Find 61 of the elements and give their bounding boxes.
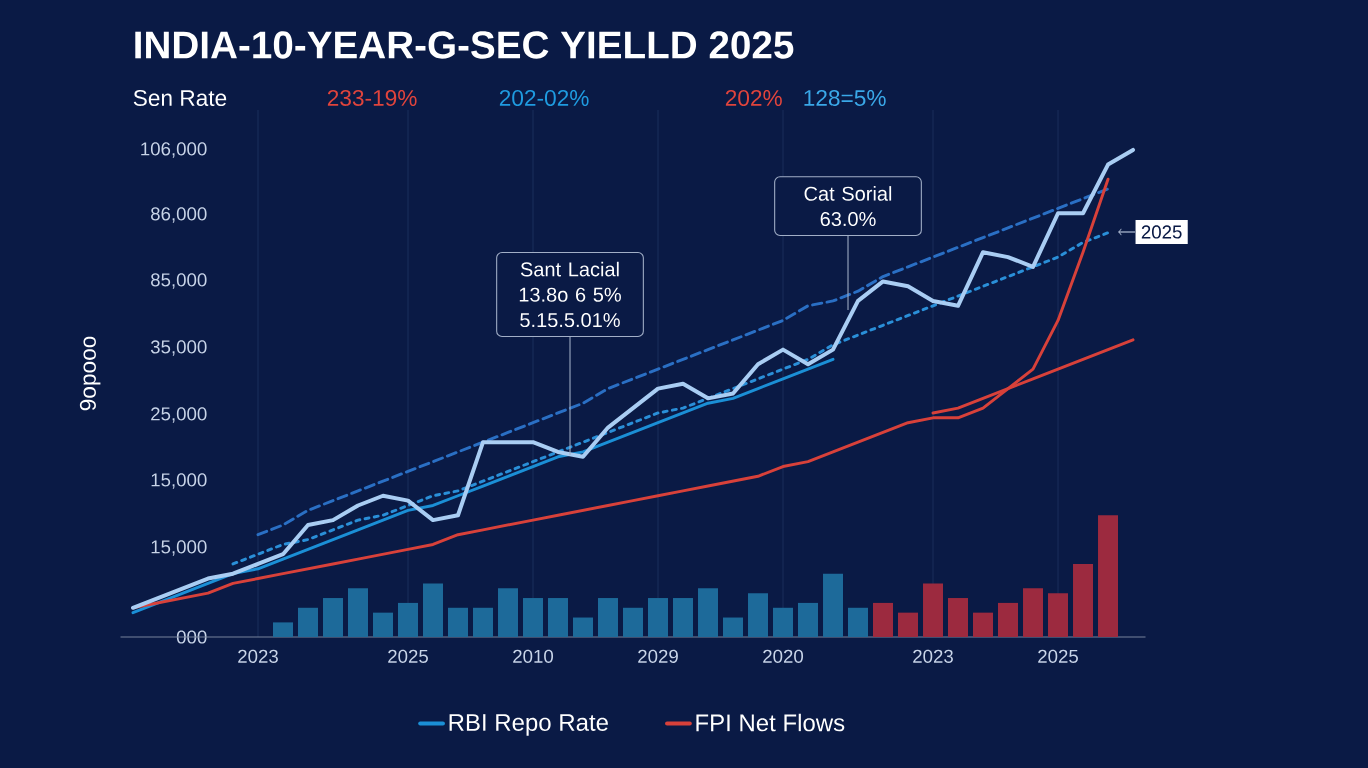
x-tick-label: 2020 — [763, 649, 804, 663]
text: 233-19% — [327, 89, 417, 107]
bar — [648, 598, 668, 637]
bar — [923, 583, 944, 637]
text: 202% — [725, 89, 782, 107]
annotation: 2025 — [1141, 225, 1182, 239]
x-tick-label: 2023 — [238, 649, 278, 663]
bar — [748, 593, 769, 637]
bar — [573, 617, 594, 637]
annotation: 106,000 — [141, 142, 207, 158]
bar — [348, 588, 368, 637]
x-tick-label: 2025 — [1038, 649, 1078, 663]
bar — [873, 602, 894, 637]
annotation: 35,000 — [150, 340, 207, 356]
x-tick-label: 2029 — [638, 649, 678, 663]
x-tick-label: 2023 — [913, 649, 953, 663]
bar — [1098, 515, 1119, 637]
bar — [848, 607, 869, 637]
annotation: Cat Sorial 63.0% — [804, 186, 892, 227]
bar — [373, 612, 393, 637]
bar — [973, 612, 994, 637]
text: 202-02% — [499, 89, 589, 107]
bar — [723, 617, 744, 637]
bar — [623, 607, 643, 637]
y-axis-title: 9opooo — [79, 336, 101, 411]
bar — [698, 588, 719, 637]
chart-subtitle: Sen Rate — [133, 89, 227, 107]
bar — [273, 622, 293, 637]
bar — [598, 598, 618, 637]
annotation: Sant Lacial 13.8o 6 5% 5.15.5.01% — [519, 261, 621, 328]
bar — [1023, 588, 1044, 637]
bar — [1073, 563, 1094, 637]
bar — [398, 602, 418, 637]
annotation: 86,000 — [151, 207, 207, 223]
legend-label: FPI Net Flows — [696, 713, 845, 732]
bar — [798, 602, 819, 637]
bar — [1048, 593, 1069, 637]
bar — [948, 598, 969, 637]
bar — [323, 598, 343, 637]
annotation: 25,000 — [151, 407, 207, 423]
x-tick-label: 2010 — [513, 649, 554, 663]
bar — [823, 573, 844, 637]
text: 128=5% — [804, 89, 886, 107]
bar — [673, 598, 693, 637]
bar — [448, 607, 468, 637]
bar — [423, 583, 443, 637]
bar — [298, 607, 318, 637]
bar — [548, 598, 569, 637]
bar — [898, 612, 919, 637]
bar — [773, 607, 794, 637]
chart-title: INDIA-10-YEAR-G-SEC YIELLD 2025 — [135, 31, 794, 59]
x-tick-label: 2025 — [388, 649, 428, 663]
bar — [523, 598, 544, 637]
legend-label: RBI Repo Rate — [449, 714, 608, 736]
bar — [998, 602, 1019, 637]
annotation: 85,000 — [151, 273, 207, 289]
bar — [473, 607, 493, 637]
annotation: 000 — [176, 630, 207, 644]
bar — [498, 588, 519, 637]
annotation: 15,000 — [151, 540, 207, 556]
annotation: 15,000 — [151, 473, 207, 489]
